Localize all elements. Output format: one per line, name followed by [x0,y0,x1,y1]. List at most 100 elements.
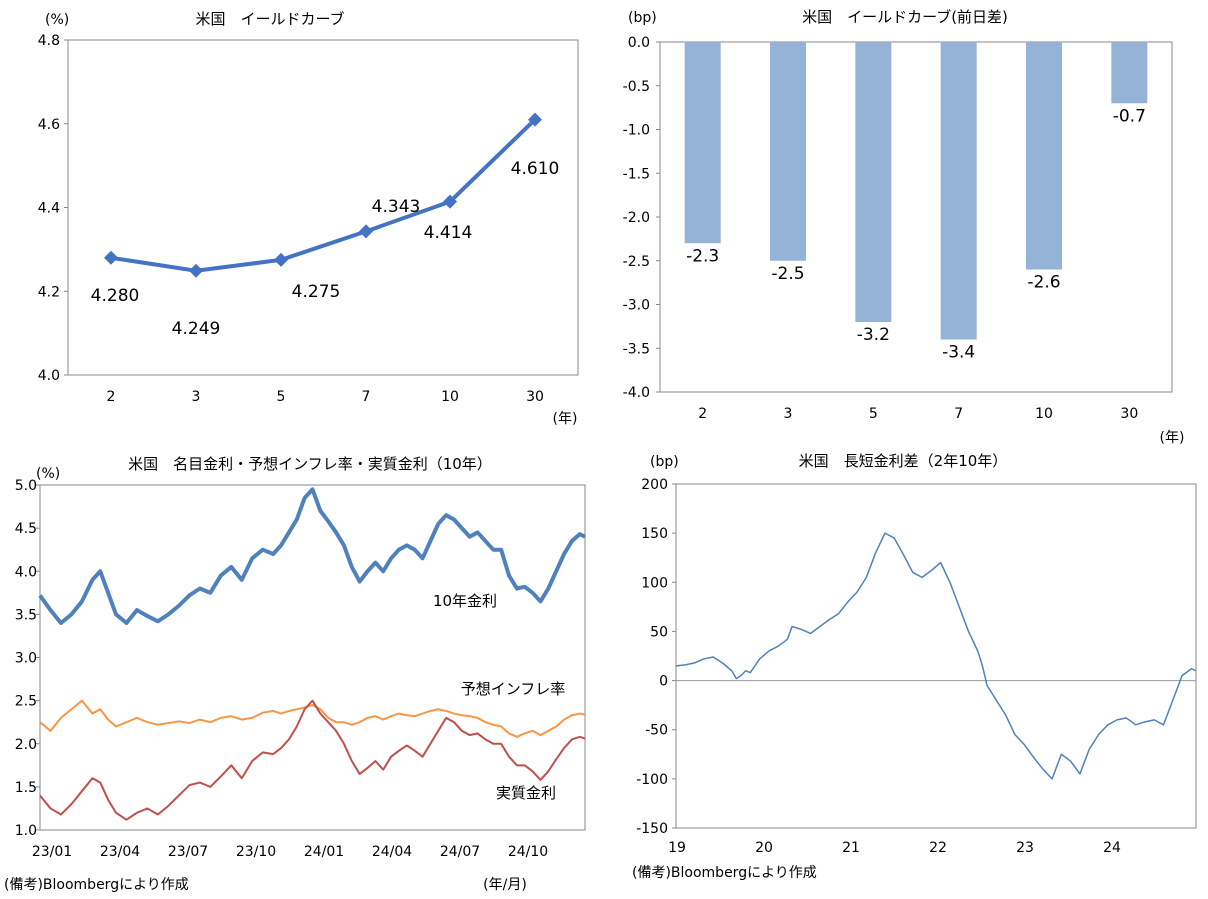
bar-30 [1111,42,1148,104]
series-line-inflation [39,699,586,738]
x-tick-label: 3 [192,389,201,405]
x-tick-label: 3 [784,406,793,422]
series-line-real [39,699,586,821]
y-tick-label: 0 [659,674,668,690]
x-tick-label: 10 [441,389,459,405]
y-tick-label: 4.0 [15,564,37,580]
data-label: 4.343 [372,197,421,217]
y-tick-label: 5.0 [15,478,37,494]
y-tick-label: 200 [641,477,668,493]
bar-5 [855,42,892,322]
y-tick-label: -3.0 [623,298,650,314]
x-tick-label: 7 [954,406,963,422]
data-point-marker [359,224,373,239]
y-tick-label: 4.6 [38,117,60,133]
data-label: 4.280 [91,286,140,306]
y-tick-label: 100 [641,575,668,591]
x-tick-label: 24/07 [440,844,480,860]
series-line-nominal [38,487,586,625]
y-tick-label: -3.5 [623,341,650,357]
x-tick-label: 30 [1120,406,1138,422]
y-tick-label: 0.0 [628,35,650,51]
chart-title-2: 米国 イールドカーブ(前日差) [802,8,1008,26]
bar-7 [940,42,977,340]
series-line-spread [675,532,1197,780]
data-point-marker [189,263,203,278]
x-tick-label: 23/01 [32,844,72,860]
y-unit-4: (bp) [650,454,679,470]
x-tick-label: 5 [277,389,286,405]
plot-frame-2 [659,41,1173,393]
data-point-marker [274,252,288,267]
x-tick-label: 19 [668,840,686,856]
x-tick-label: 22 [929,840,947,856]
y-tick-label: -4.0 [623,385,650,401]
data-point-marker [104,250,118,265]
data-label: -2.6 [1027,273,1060,293]
chart-title-3: 米国 名目金利・予想インフレ率・実質金利（10年） [128,455,492,473]
series-label: 10年金利 [433,592,497,610]
x-unit-1: (年) [553,411,578,427]
x-tick-label: 23/04 [100,844,140,860]
y-unit-1: (%) [45,12,69,28]
x-tick-label: 24/01 [304,844,344,860]
bar-2 [684,42,721,244]
data-point-marker [443,194,457,209]
y-unit-2: (bp) [628,10,657,26]
chart-title-4: 米国 長短金利差（2年10年） [799,452,1008,470]
x-tick-label: 7 [362,389,371,405]
x-tick-label: 24/10 [508,844,548,860]
y-tick-label: -2.0 [623,210,650,226]
series-line-yield [110,118,537,273]
x-unit-3: (年/月) [483,877,527,893]
x-tick-label: 24/04 [372,844,412,860]
x-tick-label: 24 [1103,840,1121,856]
x-tick-label: 5 [869,406,878,422]
y-tick-label: 150 [641,526,668,542]
y-tick-label: 4.4 [38,201,60,217]
x-unit-2: (年) [1160,430,1185,446]
y-tick-label: 2.0 [15,737,37,753]
data-label: -2.3 [686,246,719,266]
x-tick-label: 23/10 [236,844,276,860]
data-label: -3.4 [942,343,975,363]
y-tick-label: 4.5 [15,521,37,537]
chart-title-1: 米国 イールドカーブ [195,10,344,28]
x-tick-label: 30 [526,389,544,405]
y-tick-label: 4.0 [38,368,60,384]
data-label: -3.2 [857,325,890,345]
source-note: (備考)Bloombergにより作成 [632,865,817,881]
data-label: -0.7 [1113,106,1146,126]
y-unit-3: (%) [36,466,60,482]
y-tick-label: 4.2 [38,284,60,300]
data-point-marker [528,112,542,127]
bar-3 [770,42,806,261]
data-label: 4.414 [424,223,473,243]
y-tick-label: 3.5 [15,607,37,623]
plot-frame-4 [675,483,1197,829]
y-tick-label: -100 [636,772,668,788]
data-label: -2.5 [771,264,804,284]
y-tick-label: -1.5 [623,166,650,182]
y-tick-label: -1.0 [623,123,650,139]
y-tick-label: 4.8 [38,33,60,49]
source-note: (備考)Bloombergにより作成 [4,877,189,893]
y-tick-label: 3.0 [15,651,37,667]
series-label: 実質金利 [496,784,556,802]
data-label: 4.610 [511,159,560,179]
y-tick-label: 2.5 [15,694,37,710]
y-tick-label: 1.0 [15,823,37,839]
plot-frame-3 [39,484,586,831]
x-tick-label: 23 [1016,840,1034,856]
data-label: 4.275 [292,282,341,302]
x-tick-label: 2 [698,406,707,422]
x-tick-label: 23/07 [168,844,208,860]
y-tick-label: -50 [645,723,668,739]
y-tick-label: -150 [636,821,668,837]
data-label: 4.249 [172,319,221,339]
bar-10 [1026,42,1062,270]
x-tick-label: 2 [107,389,116,405]
y-tick-label: -2.5 [623,254,650,270]
x-tick-label: 21 [842,840,860,856]
